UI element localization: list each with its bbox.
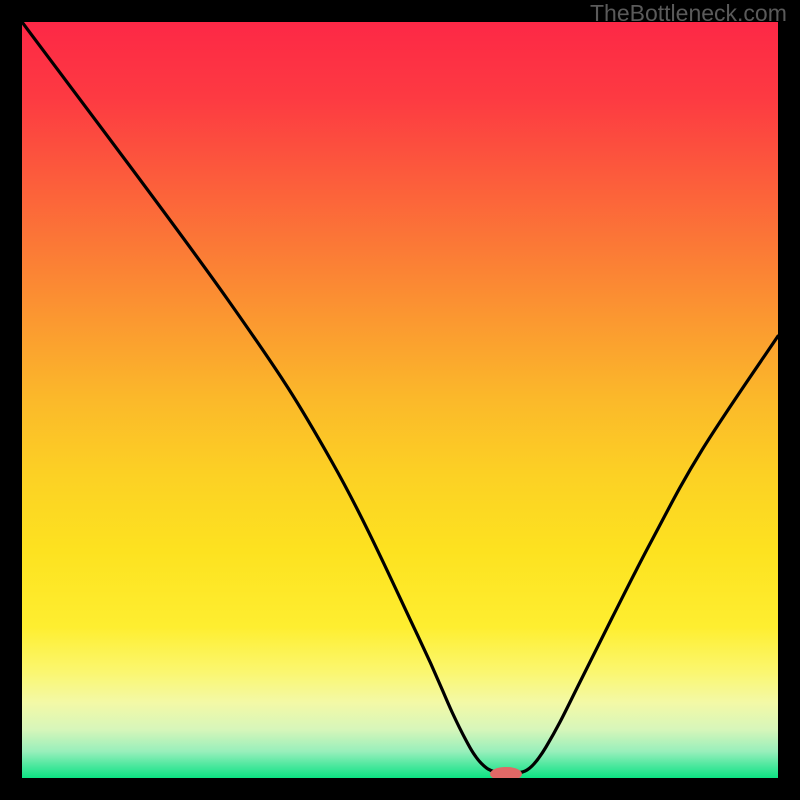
chart-border-right: [778, 0, 800, 800]
chart-background-gradient: [22, 22, 778, 778]
chart-plot-area: [22, 22, 778, 778]
chart-border-left: [0, 0, 22, 800]
chart-border-bottom: [0, 778, 800, 800]
